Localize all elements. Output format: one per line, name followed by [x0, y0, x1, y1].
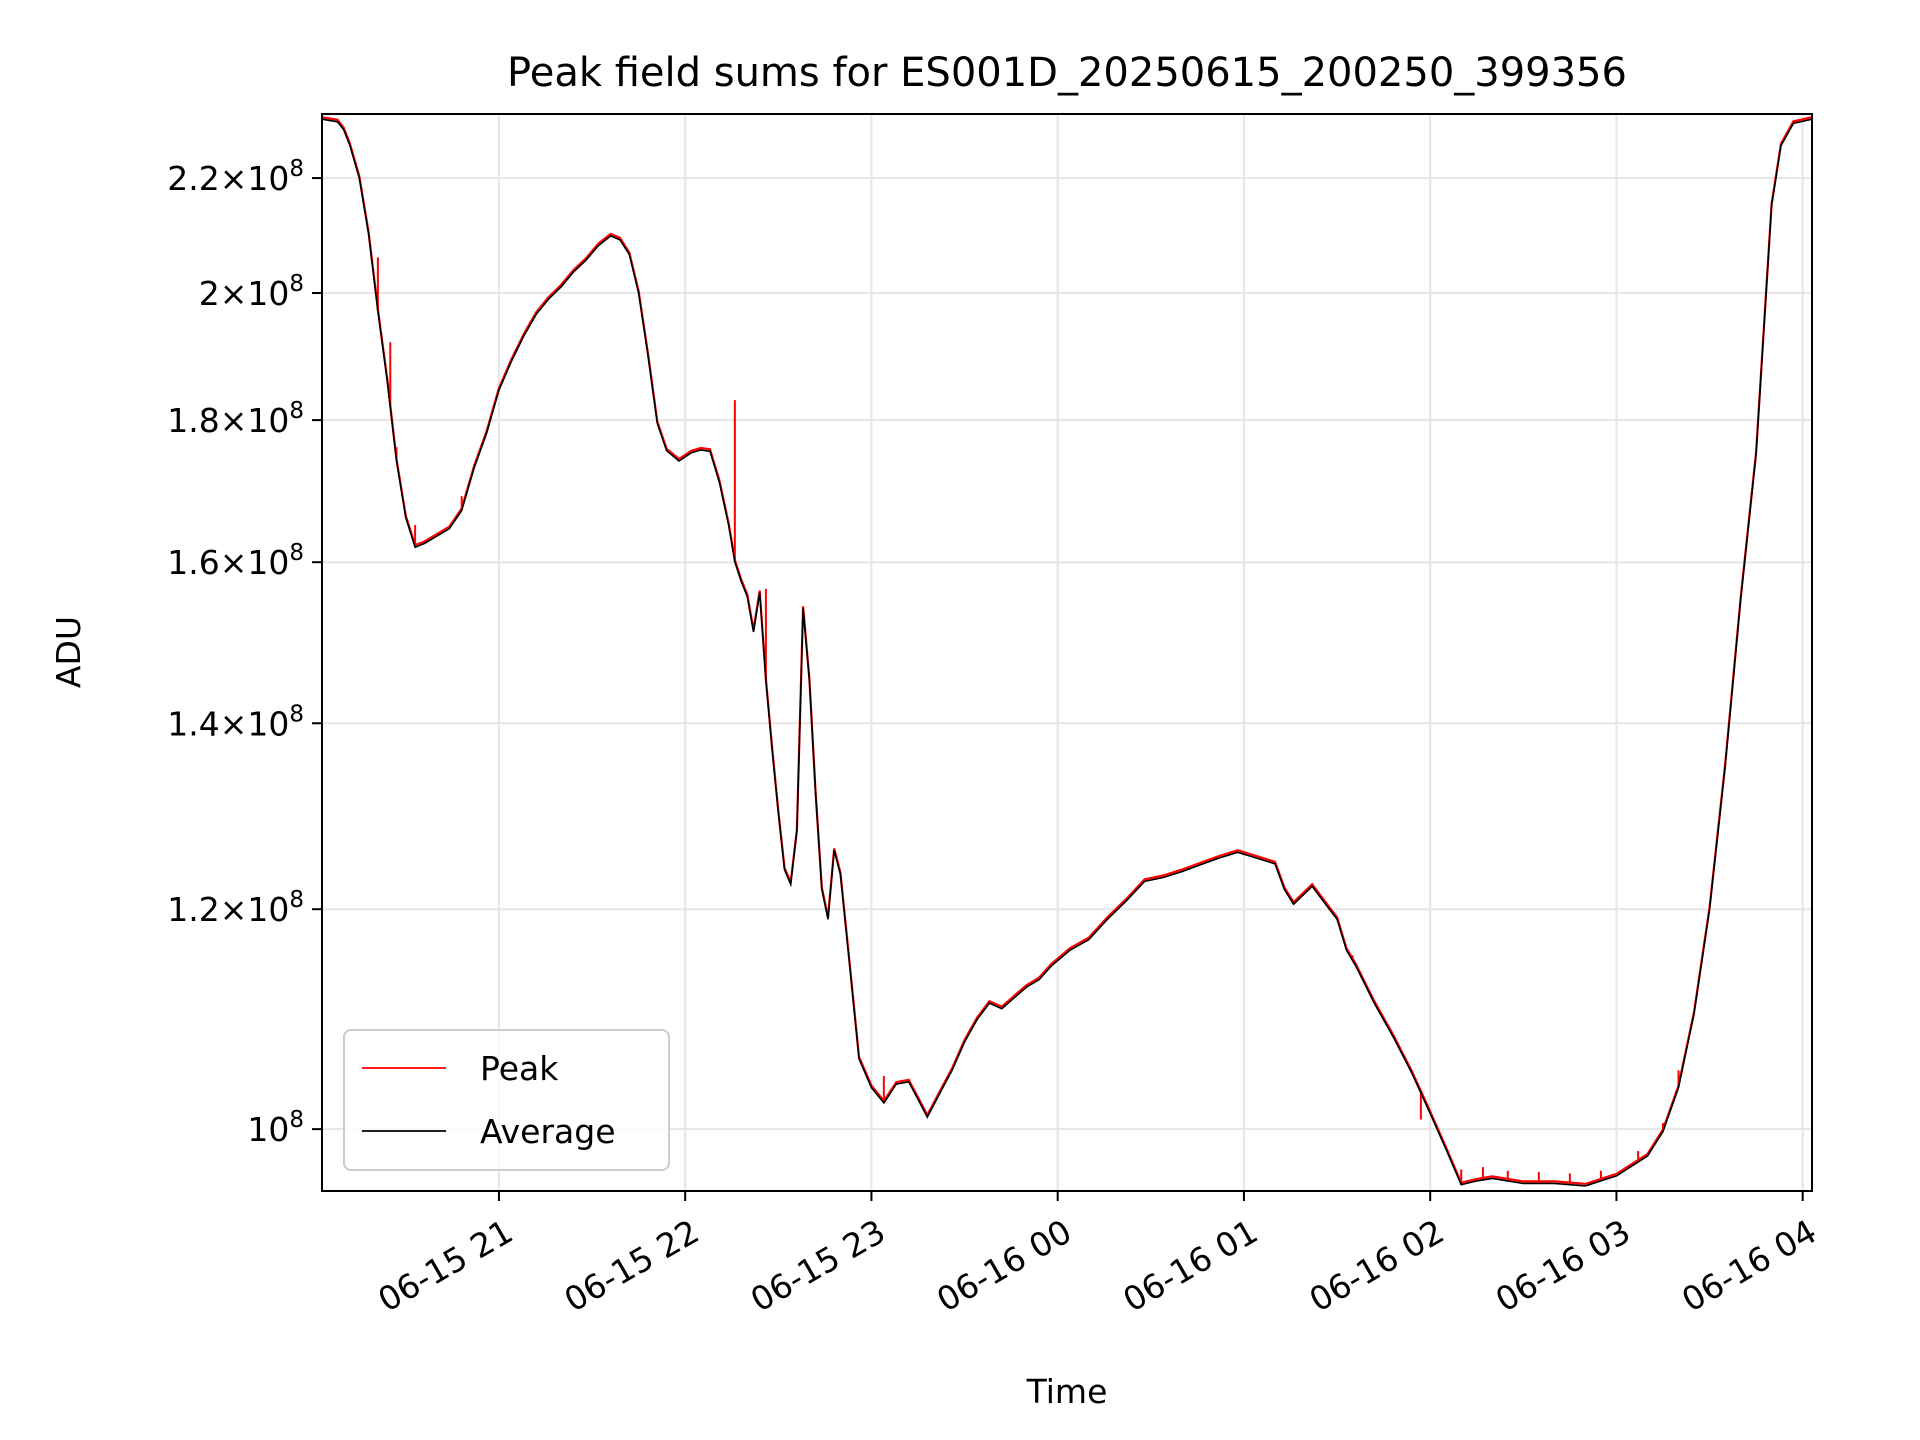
legend-box — [343, 1029, 670, 1171]
y-tick-label: 1.6×108 — [167, 540, 304, 582]
y-tick-label: 2×108 — [199, 271, 304, 313]
legend-label-average: Average — [480, 1112, 616, 1151]
chart-title: Peak field sums for ES001D_20250615_2002… — [507, 50, 1627, 96]
axes-frame — [321, 113, 1813, 1192]
y-axis-label: ADU — [49, 616, 88, 688]
legend-label-peak: Peak — [480, 1049, 559, 1088]
y-tick-label: 1.4×108 — [167, 701, 304, 743]
y-axis-ticks: 108 1.2×108 1.4×108 1.6×108 1.8×108 2×108 2.2×… — [167, 156, 322, 1149]
x-axis-label: Time — [1026, 1372, 1108, 1411]
average-series-line — [321, 118, 1813, 1187]
y-tick-label: 108 — [247, 1107, 304, 1149]
y-tick-label: 1.2×108 — [167, 887, 304, 929]
legend: Peak Average — [343, 1029, 670, 1171]
plot-series — [321, 116, 1813, 1187]
y-tick-label: 1.8×108 — [167, 398, 304, 440]
y-tick-label: 2.2×108 — [167, 156, 304, 198]
